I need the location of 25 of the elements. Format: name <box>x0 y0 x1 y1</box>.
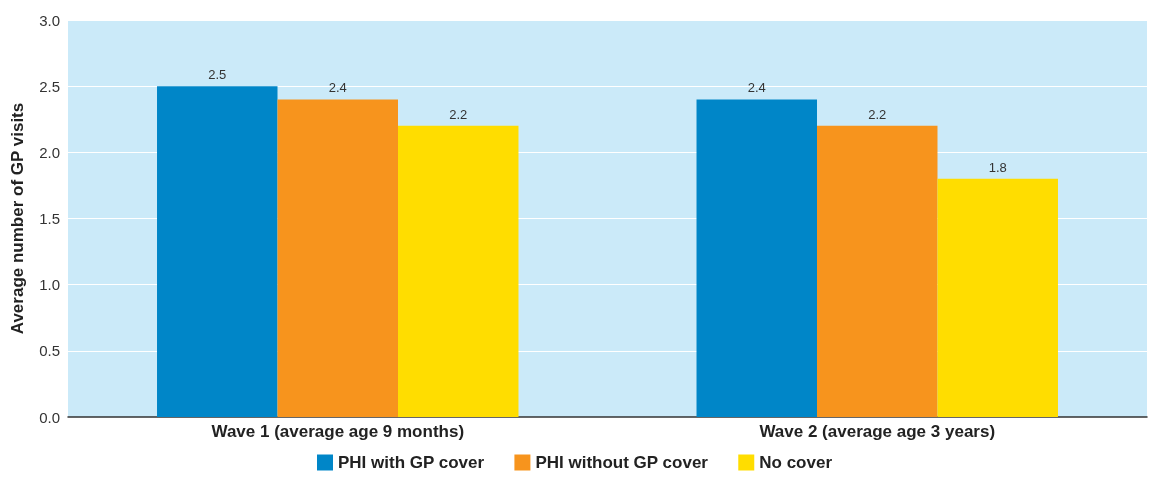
x-tick-label: Wave 1 (average age 9 months) <box>211 422 465 441</box>
bar <box>277 99 398 417</box>
x-tick-label: Wave 2 (average age 3 years) <box>759 422 996 441</box>
bar <box>157 86 278 417</box>
bar <box>696 99 818 417</box>
y-axis-title: Average number of GP visits <box>8 102 27 335</box>
y-tick-label: 1.5 <box>39 210 60 227</box>
data-label: 2.5 <box>208 67 227 83</box>
bar <box>817 125 938 417</box>
bar <box>397 125 519 417</box>
y-tick-label: 1.0 <box>39 276 60 294</box>
y-tick-label: 2.5 <box>39 77 60 95</box>
data-label: 1.8 <box>988 159 1007 175</box>
data-label: 2.4 <box>328 80 347 96</box>
y-tick-label: 0.0 <box>39 408 60 426</box>
y-tick-label: 2.0 <box>39 143 60 161</box>
y-tick-label: 0.5 <box>39 342 60 360</box>
data-label: 2.4 <box>747 80 766 96</box>
y-tick-label: 3.0 <box>39 11 60 29</box>
data-label: 2.2 <box>868 106 887 122</box>
data-label: 2.2 <box>449 106 468 122</box>
legend-label: PHI with GP cover <box>337 453 485 472</box>
bar <box>937 178 1058 417</box>
legend-label: PHI without GP cover <box>535 453 709 472</box>
legend-label: No cover <box>759 453 833 472</box>
